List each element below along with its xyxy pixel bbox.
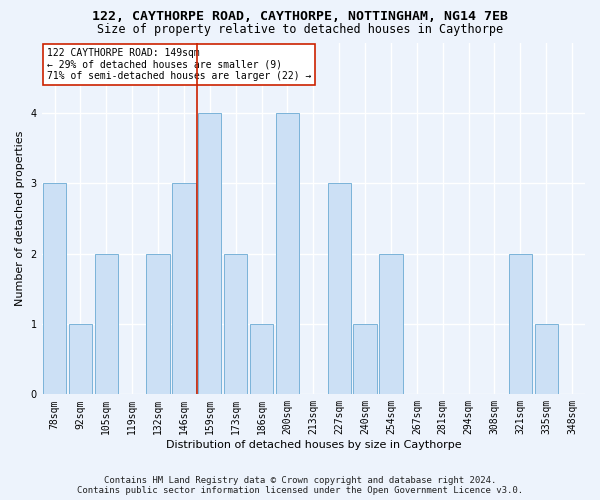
Bar (69, 324, 92, 394)
Bar (95, 254, 118, 394)
Bar (172, 183, 196, 394)
Bar (328, 183, 351, 394)
Bar (146, 254, 170, 394)
Bar (509, 254, 532, 394)
Text: Contains HM Land Registry data © Crown copyright and database right 2024.
Contai: Contains HM Land Registry data © Crown c… (77, 476, 523, 495)
Y-axis label: Number of detached properties: Number of detached properties (15, 130, 25, 306)
Text: Size of property relative to detached houses in Caythorpe: Size of property relative to detached ho… (97, 22, 503, 36)
Bar (379, 254, 403, 394)
Bar (535, 324, 558, 394)
Text: 122 CAYTHORPE ROAD: 149sqm
← 29% of detached houses are smaller (9)
71% of semi-: 122 CAYTHORPE ROAD: 149sqm ← 29% of deta… (47, 48, 311, 81)
Bar (43, 183, 66, 394)
Bar (198, 113, 221, 394)
Bar (353, 324, 377, 394)
Bar (276, 113, 299, 394)
Bar (224, 254, 247, 394)
Bar (250, 324, 273, 394)
Text: 122, CAYTHORPE ROAD, CAYTHORPE, NOTTINGHAM, NG14 7EB: 122, CAYTHORPE ROAD, CAYTHORPE, NOTTINGH… (92, 10, 508, 23)
X-axis label: Distribution of detached houses by size in Caythorpe: Distribution of detached houses by size … (166, 440, 461, 450)
